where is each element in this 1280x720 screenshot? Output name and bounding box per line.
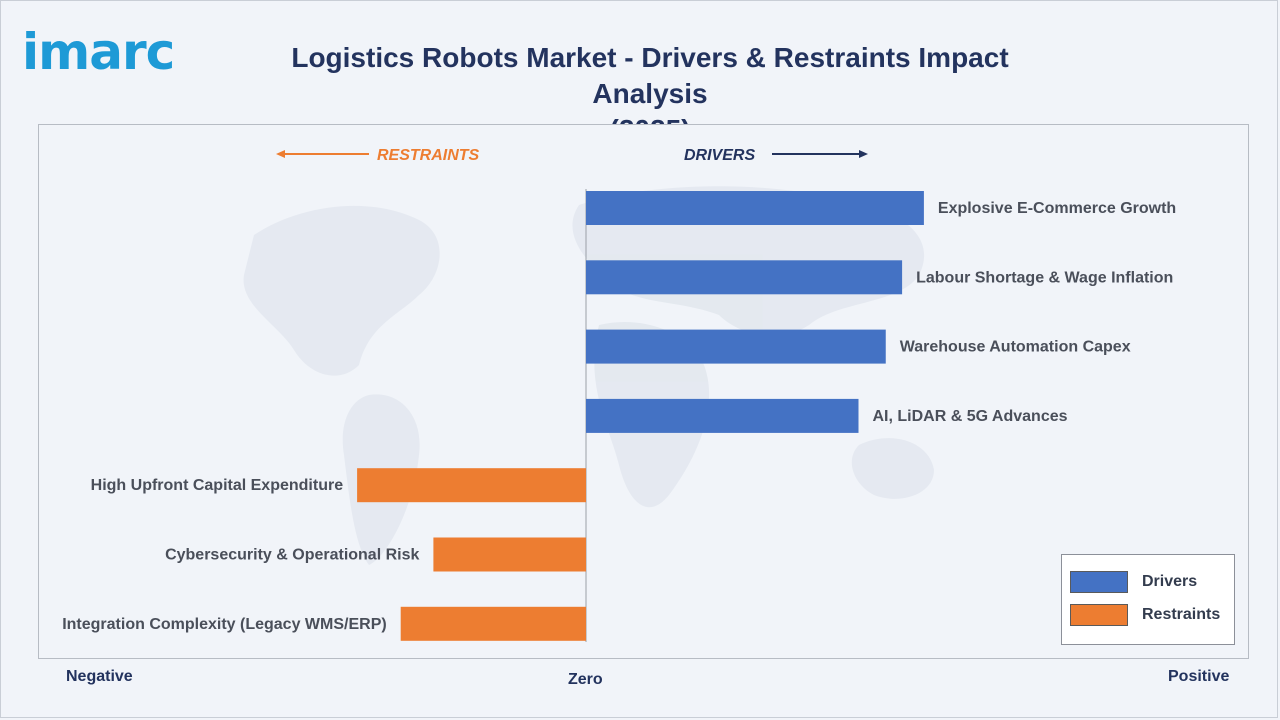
bar-label-7: Integration Complexity (Legacy WMS/ERP) (62, 616, 386, 633)
bar-label-4: AI, LiDAR & 5G Advances (873, 408, 1068, 425)
chart-svg: RESTRAINTS DRIVERS Explosive E-Commerce Gr… (62, 147, 1176, 642)
legend-swatch-drivers (1070, 571, 1128, 593)
legend-item-restraints: Restraints (1070, 604, 1220, 626)
drivers-arrow-head (859, 150, 868, 158)
bar-label-1: Explosive E-Commerce Growth (938, 200, 1176, 217)
legend-label-drivers: Drivers (1142, 573, 1198, 590)
driver-bar-2 (586, 260, 903, 295)
restraint-bar-5 (357, 468, 586, 503)
bar-label-2: Labour Shortage & Wage Inflation (916, 269, 1173, 286)
driver-bar-3 (586, 329, 886, 364)
plot-area: RESTRAINTS DRIVERS Explosive E-Commerce Gr… (38, 124, 1249, 659)
logo-text: imarc (22, 23, 175, 81)
bar-label-5: High Upfront Capital Expenditure (91, 477, 344, 494)
axis-label-zero: Zero (568, 671, 603, 688)
imarc-logo: imarc (22, 22, 175, 82)
legend-label-restraints: Restraints (1142, 606, 1221, 623)
drivers-direction-label: DRIVERS (684, 147, 755, 164)
legend-swatch-restraints (1070, 604, 1128, 626)
restraint-bar-6 (433, 537, 586, 572)
driver-bar-4 (586, 398, 859, 433)
axis-label-positive: Positive (1168, 668, 1230, 685)
bar-label-6: Cybersecurity & Operational Risk (165, 547, 419, 564)
restraints-arrow-head (276, 150, 285, 158)
bar-label-3: Warehouse Automation Capex (900, 339, 1131, 356)
chart-title-line1: Logistics Robots Market - Drivers & Rest… (291, 42, 1009, 109)
driver-bar-1 (586, 191, 924, 225)
legend: Drivers Restraints (1061, 554, 1235, 645)
restraints-direction-label: RESTRAINTS (377, 147, 480, 164)
restraint-bar-7 (400, 606, 586, 641)
legend-item-drivers: Drivers (1070, 571, 1197, 593)
world-map-watermark (243, 186, 934, 565)
axis-label-negative: Negative (66, 668, 133, 685)
